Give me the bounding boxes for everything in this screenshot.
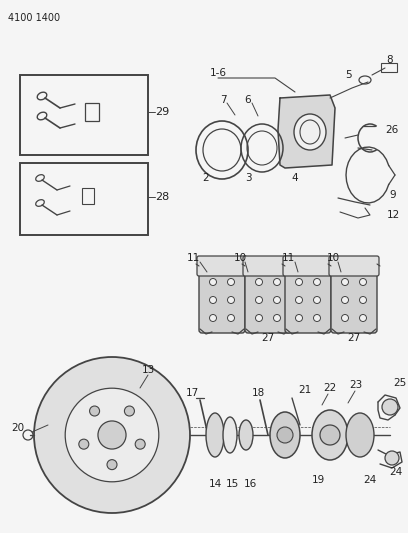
Bar bbox=[85, 103, 99, 121]
Ellipse shape bbox=[223, 417, 237, 453]
Circle shape bbox=[79, 439, 89, 449]
Polygon shape bbox=[278, 95, 335, 168]
Ellipse shape bbox=[239, 420, 253, 450]
Text: 27: 27 bbox=[262, 333, 275, 343]
Text: 26: 26 bbox=[386, 125, 399, 135]
Text: 29: 29 bbox=[155, 107, 169, 117]
Text: 19: 19 bbox=[311, 475, 325, 485]
Text: 22: 22 bbox=[324, 383, 337, 393]
Text: 24: 24 bbox=[389, 467, 403, 477]
Circle shape bbox=[320, 425, 340, 445]
Circle shape bbox=[255, 279, 262, 286]
Text: 3: 3 bbox=[245, 173, 251, 183]
Text: 20: 20 bbox=[11, 423, 24, 433]
Circle shape bbox=[34, 357, 190, 513]
Text: 25: 25 bbox=[393, 378, 407, 388]
Text: 10: 10 bbox=[326, 253, 339, 263]
Text: 9: 9 bbox=[390, 190, 396, 200]
Circle shape bbox=[255, 296, 262, 303]
Text: 8: 8 bbox=[387, 55, 393, 65]
FancyBboxPatch shape bbox=[329, 256, 379, 276]
Circle shape bbox=[273, 314, 281, 321]
Text: 16: 16 bbox=[244, 479, 257, 489]
Text: 7: 7 bbox=[220, 95, 226, 105]
Ellipse shape bbox=[270, 412, 300, 458]
Text: 12: 12 bbox=[386, 210, 399, 220]
Circle shape bbox=[359, 279, 366, 286]
FancyBboxPatch shape bbox=[197, 256, 247, 276]
Circle shape bbox=[124, 406, 134, 416]
Circle shape bbox=[228, 296, 235, 303]
Text: 21: 21 bbox=[298, 385, 312, 395]
FancyBboxPatch shape bbox=[285, 267, 331, 333]
Circle shape bbox=[98, 421, 126, 449]
Circle shape bbox=[341, 279, 348, 286]
Circle shape bbox=[359, 296, 366, 303]
Circle shape bbox=[295, 296, 302, 303]
Text: 6: 6 bbox=[245, 95, 251, 105]
Circle shape bbox=[107, 459, 117, 470]
Circle shape bbox=[209, 314, 217, 321]
Circle shape bbox=[313, 296, 321, 303]
Bar bbox=[20, 163, 148, 235]
Circle shape bbox=[255, 314, 262, 321]
Circle shape bbox=[90, 406, 100, 416]
Circle shape bbox=[341, 296, 348, 303]
Ellipse shape bbox=[312, 410, 348, 460]
Circle shape bbox=[382, 399, 398, 415]
Ellipse shape bbox=[346, 413, 374, 457]
FancyBboxPatch shape bbox=[331, 267, 377, 333]
Circle shape bbox=[209, 279, 217, 286]
Text: 27: 27 bbox=[347, 333, 361, 343]
Circle shape bbox=[228, 279, 235, 286]
FancyBboxPatch shape bbox=[283, 256, 333, 276]
Circle shape bbox=[209, 296, 217, 303]
Text: 2: 2 bbox=[203, 173, 209, 183]
Circle shape bbox=[359, 314, 366, 321]
Text: 13: 13 bbox=[142, 365, 155, 375]
Text: 23: 23 bbox=[349, 380, 363, 390]
Circle shape bbox=[385, 451, 399, 465]
Text: 24: 24 bbox=[364, 475, 377, 485]
Text: 4100 1400: 4100 1400 bbox=[8, 13, 60, 23]
Circle shape bbox=[277, 427, 293, 443]
Bar bbox=[20, 75, 148, 155]
Text: 11: 11 bbox=[186, 253, 200, 263]
FancyBboxPatch shape bbox=[245, 267, 291, 333]
Text: 15: 15 bbox=[225, 479, 239, 489]
Circle shape bbox=[273, 296, 281, 303]
Circle shape bbox=[313, 314, 321, 321]
Text: 5: 5 bbox=[345, 70, 351, 80]
Ellipse shape bbox=[206, 413, 224, 457]
Circle shape bbox=[313, 279, 321, 286]
Text: 11: 11 bbox=[282, 253, 295, 263]
Circle shape bbox=[295, 279, 302, 286]
FancyBboxPatch shape bbox=[243, 256, 293, 276]
Text: 10: 10 bbox=[233, 253, 246, 263]
Text: 1-6: 1-6 bbox=[210, 68, 227, 78]
Circle shape bbox=[135, 439, 145, 449]
Text: 14: 14 bbox=[208, 479, 222, 489]
Text: 28: 28 bbox=[155, 192, 169, 202]
Text: 18: 18 bbox=[251, 388, 265, 398]
Text: 4: 4 bbox=[292, 173, 298, 183]
Circle shape bbox=[295, 314, 302, 321]
Circle shape bbox=[341, 314, 348, 321]
Bar bbox=[82, 188, 94, 204]
Circle shape bbox=[273, 279, 281, 286]
FancyBboxPatch shape bbox=[199, 267, 245, 333]
Circle shape bbox=[228, 314, 235, 321]
Text: 17: 17 bbox=[185, 388, 199, 398]
Ellipse shape bbox=[294, 114, 326, 150]
Bar bbox=[381, 63, 397, 72]
Circle shape bbox=[65, 388, 159, 482]
